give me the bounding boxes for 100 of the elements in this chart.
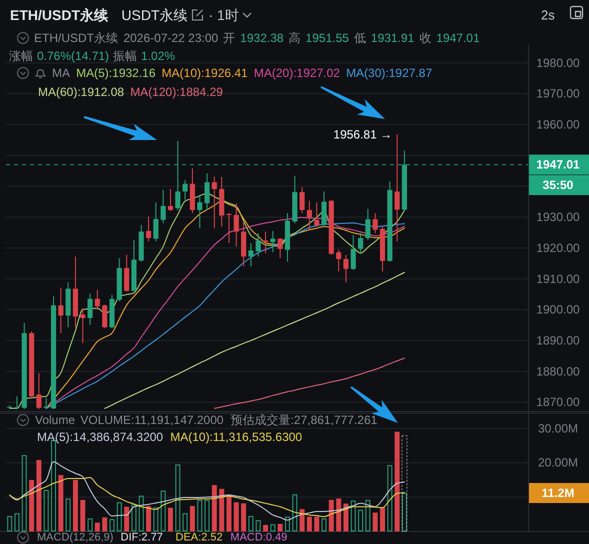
bar [7,516,12,532]
bar [204,500,210,532]
text: 11.2M [542,486,574,500]
text: MA(5):1932.16 [76,66,156,80]
line-series [9,477,405,518]
bar [372,512,378,532]
candlestick [146,216,152,242]
text: 2s [541,8,556,22]
y-tick-label: 1960.00 [536,118,580,132]
bar [278,524,283,532]
y-tick-label: 1930.00 [536,210,580,224]
bar [387,465,392,532]
bar [29,480,34,532]
line-series [104,272,405,409]
bar [153,507,158,532]
candlestick [278,238,283,259]
bar [219,488,224,532]
candlestick [343,254,349,283]
bar [168,508,173,532]
candlestick [44,397,49,410]
bar [175,464,180,532]
bar [146,506,152,532]
candlestick [204,172,210,211]
bar [234,502,239,532]
candlestick [358,232,364,254]
ref-line-label: 1947.01 [536,158,580,172]
candlestick [36,372,42,410]
annotation: 2026-07-22 23:00 [123,31,219,45]
annotation: DEA:2.52 [176,532,223,544]
annotation: DIF:2.77 [120,532,163,544]
bar [263,524,268,532]
chart-title: ETH/USDT永续 [10,7,109,23]
text: 35:50 [542,178,574,192]
candlestick [94,289,100,310]
candlestick [197,194,202,229]
candlestick [306,200,312,230]
bar [58,475,64,532]
candlestick [160,189,166,224]
bar [292,494,298,532]
candlestick [102,304,108,329]
y-tick-label: 1980.00 [536,56,580,70]
annotation: MACD(12,26,9) [37,532,114,544]
bar [270,524,276,532]
text: MA(10):11,316,535.6300 [170,430,302,444]
text: MA(120):1884.29 [130,85,224,99]
candlestick [124,254,130,292]
bar [328,500,334,532]
bar [241,503,246,532]
bar [72,480,78,532]
annotation: 1932.38 [240,31,284,45]
annotation: ETH/USDT永续 [34,31,118,45]
annotation: VOLUME:11,191,147.2000 [80,413,224,427]
bar [380,507,385,532]
annotation: 1931.91 [370,31,415,45]
bar [336,498,342,532]
text: MA(10):1926.41 [162,66,248,80]
annotation: 0.76%(14.71) [37,49,110,63]
bar [80,500,86,532]
bar [138,496,144,532]
candlestick [321,190,327,228]
bar [402,435,408,532]
candlestick [226,212,232,244]
bar [284,516,290,532]
candlestick [394,134,400,242]
bar [44,490,49,532]
candlestick [372,212,378,234]
annotation: 1951.55 [306,31,350,45]
text: MA(60):1912.08 [38,85,124,99]
bar [124,506,130,532]
text: 收 [419,31,432,45]
y-tick-label: 1880.00 [536,364,580,378]
annotation: 低 [354,31,366,45]
candlestick [80,308,86,344]
bar [182,513,188,532]
bar [14,513,20,532]
annotation: 开 [223,31,236,45]
candlestick [182,180,188,200]
bar [365,500,370,532]
text: · 1时 [208,7,239,23]
y-tick-label: 1920.00 [536,240,580,255]
chart-title: Volume [35,413,76,427]
y-tick-label: 1970.00 [536,86,580,101]
y-tick-label: 1870.00 [536,395,580,410]
text: 1947.01 [436,31,480,45]
bar [212,485,217,532]
bar [226,495,232,532]
bar [110,519,114,532]
candlestick [58,288,64,334]
y-tick-label: 1900.00 [536,302,580,317]
bar [94,522,100,532]
bar [306,516,312,532]
candlestick [256,232,261,258]
candlestick [314,202,320,228]
bar [358,510,364,532]
annotation: 涨幅 [9,49,33,63]
bar [394,432,400,532]
annotation: 1956.81 → [333,127,392,142]
annotation: MACD:0.49 [230,532,288,544]
annotation: 高 [288,31,301,45]
bar [131,504,136,532]
